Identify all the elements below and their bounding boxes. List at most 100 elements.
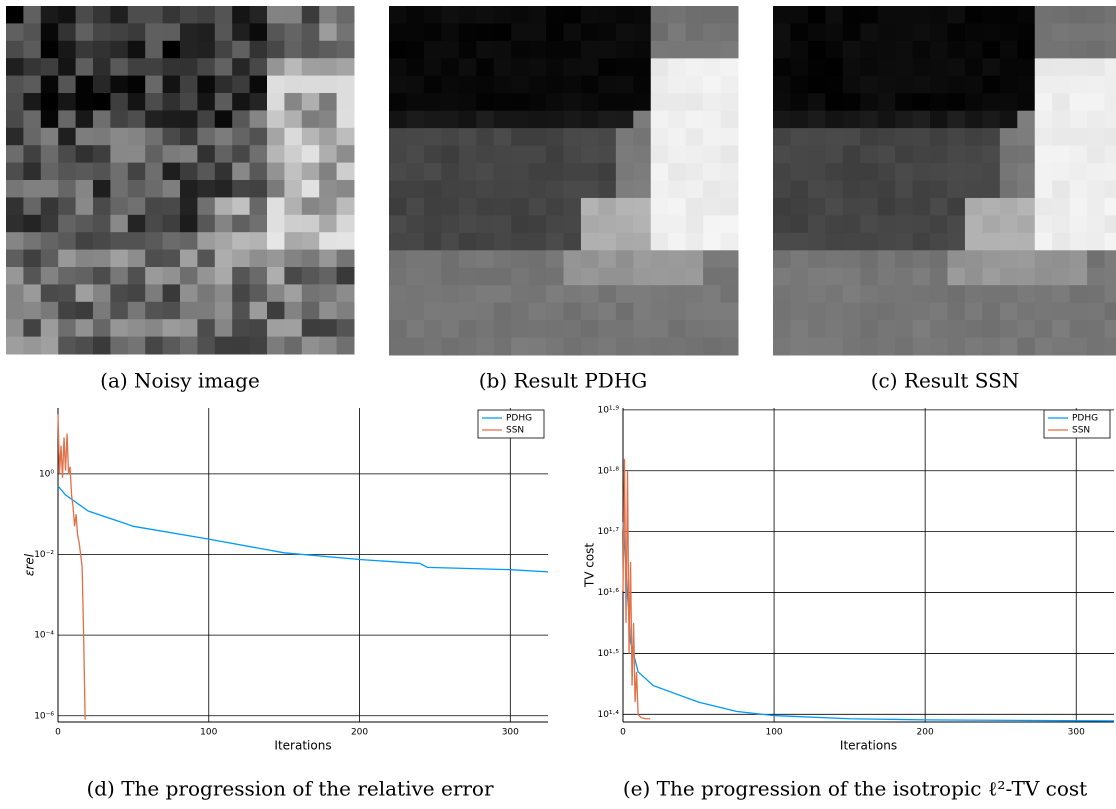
pixel [232,6,251,24]
pixel [162,40,181,59]
pixel [895,285,914,304]
pixel [319,301,338,320]
pixel [458,128,477,147]
pixel [633,267,652,286]
pixel [947,6,966,24]
pixel [1052,232,1071,251]
pixel [441,145,460,164]
pixel [476,23,495,42]
pixel [1017,337,1036,356]
pixel [441,197,460,216]
pixel [982,285,1001,304]
pixel [23,232,42,251]
pixel [546,128,564,147]
pixel [650,93,669,112]
pixel [423,93,442,112]
pixel [1034,215,1053,234]
pixel [423,250,442,269]
pixel [999,6,1018,24]
pixel [999,93,1018,112]
pixel [825,110,844,129]
pixel [982,302,1001,321]
legend-label: SSN [1072,426,1090,436]
pixel [232,162,251,181]
pixel [650,110,669,129]
pixel [511,40,530,59]
pixel [528,267,547,286]
pixel [912,320,931,339]
pixel [110,75,129,94]
pixel [877,110,896,129]
pixel [214,214,233,233]
pixel [982,40,1001,59]
pixel [127,162,146,181]
pixel [580,93,599,112]
pixel [563,197,582,216]
pixel [999,40,1018,59]
pixel [982,23,1001,42]
pixel [232,58,251,77]
pixel [685,215,704,234]
pixel [441,75,460,94]
pixel [895,58,914,77]
pixel [127,23,146,42]
pixel [75,93,94,111]
pixel [668,145,687,164]
pixel [336,127,355,146]
pixel [423,320,442,339]
pixel [912,58,931,77]
pixel [23,6,42,24]
pixel [284,110,303,129]
pixel [685,250,704,269]
pixel [930,215,948,234]
pixel [162,232,181,251]
pixel [650,232,669,251]
pixel [982,75,1001,94]
pixel [127,145,146,164]
pixel [773,180,791,199]
pixel [1034,285,1053,304]
pixel [75,267,94,285]
pixel [197,336,216,355]
pixel [825,75,844,94]
pixel [127,93,146,111]
pixel [528,215,547,234]
pixel [895,75,914,94]
pixel [703,110,722,129]
pixel [6,58,24,77]
pixel [301,336,320,355]
pixel [58,58,77,77]
pixel [773,163,791,181]
pixel [860,250,879,269]
pixel [615,250,634,269]
pixel [93,162,111,181]
pixel [145,319,164,338]
pixel [110,180,129,198]
pixel [1034,267,1053,286]
pixel [301,180,320,198]
pixel [633,40,652,59]
pixel [580,145,599,164]
pixel [458,232,477,251]
pixel [214,232,233,251]
pixel [284,127,303,146]
pixel [1052,197,1071,216]
pixel [633,23,652,42]
pixel [790,128,809,147]
pixel [127,301,146,320]
pixel [1017,58,1036,77]
pixel [580,302,599,321]
pixel [912,197,931,216]
pixel [23,75,42,94]
pixel [406,232,425,251]
pixel [232,267,251,285]
pixel [546,23,564,42]
pixel [1104,302,1116,321]
pixel [441,40,460,59]
pixel [895,110,914,129]
pixel [197,214,216,233]
pixel [563,232,582,251]
pixel [528,58,547,77]
pixel [389,267,407,286]
pixel [685,23,704,42]
